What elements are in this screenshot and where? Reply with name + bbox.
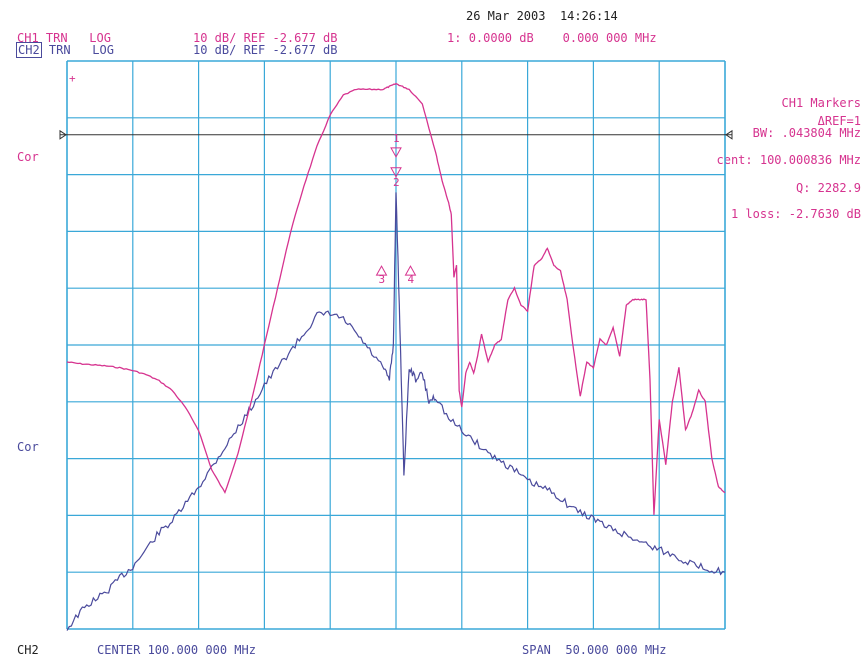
markers-q: Q: 2282.9: [795, 181, 861, 195]
ch2-cor-label: Cor: [17, 440, 39, 454]
ch1-ref: -2.677 dB: [272, 31, 338, 45]
marker-readout-value: 0.0000 dB: [468, 31, 534, 45]
marker-triangle: [375, 265, 388, 276]
ch1-scale-readout: 10 dB/ REF -2.677 dB: [193, 31, 338, 45]
date-text: 26 Mar 2003: [466, 9, 546, 23]
ch1-header: CH1 TRN LOG: [17, 31, 111, 45]
markers-loss: 1 loss: -2.7630 dB: [730, 207, 861, 221]
date-time: 26 Mar 2003 14:26:14: [466, 9, 618, 23]
ch1-scale: 10 dB/ REF: [193, 31, 266, 45]
markers-ref: ΔREF=1: [817, 114, 861, 128]
marker-triangle: [390, 147, 402, 158]
ch1-mode: TRN: [45, 31, 68, 45]
ch1-format: LOG: [89, 31, 111, 45]
marker-label: 1: [393, 132, 400, 145]
ch2-scale-readout: 10 dB/ REF -2.677 dB: [193, 43, 338, 57]
reference-arrow-left: [59, 129, 67, 140]
ch1-name: CH1: [17, 31, 39, 45]
marker-label: 3: [379, 273, 386, 286]
grid: [66, 60, 726, 630]
footer-span: SPAN 50.000 000 MHz: [522, 643, 667, 657]
time-text: 14:26:14: [559, 9, 618, 23]
footer-center: CENTER 100.000 000 MHz: [97, 643, 256, 657]
ch1-corner-mark: +: [69, 72, 76, 85]
ch2-mode: TRN: [48, 43, 71, 57]
ch2-header: CH2 TRN LOG: [16, 42, 114, 58]
markers-bw: BW: .043804 MHz: [752, 126, 861, 140]
ch1-cor-label: Cor: [17, 150, 39, 164]
marker-triangle: [390, 167, 402, 178]
marker-label: 4: [407, 273, 414, 286]
markers-title: CH1 Markers: [781, 96, 861, 110]
ch1-trace: [66, 82, 726, 515]
marker-triangle: [404, 265, 417, 276]
markers: 1 2 3 4: [375, 132, 417, 286]
marker-readout-freq: 0.000 000 MHz: [562, 31, 657, 45]
ch2-name: CH2: [16, 42, 42, 58]
ch2-scale: 10 dB/ REF: [193, 43, 266, 57]
footer-channel: CH2: [17, 643, 39, 657]
ch2-format: LOG: [92, 43, 114, 57]
ch2-ref: -2.677 dB: [272, 43, 338, 57]
reference-arrow-right: [725, 129, 733, 140]
ch2-trace: [66, 192, 726, 631]
marker-readout-label: 1:: [447, 31, 462, 45]
marker-readout: 1: 0.0000 dB 0.000 000 MHz: [447, 31, 657, 45]
marker-label: 2: [393, 176, 400, 189]
